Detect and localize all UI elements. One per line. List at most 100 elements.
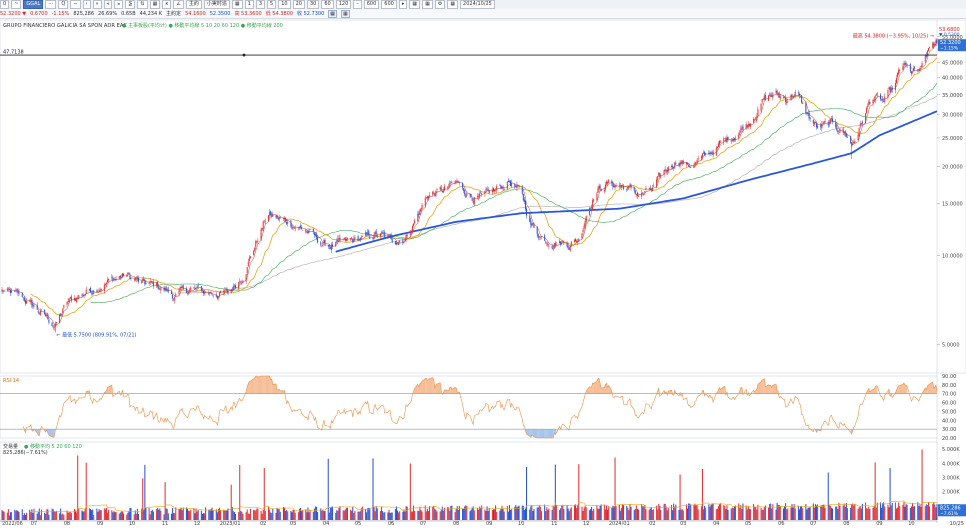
- candle-body: [873, 99, 875, 101]
- toolbar-button[interactable]: ▦: [409, 0, 421, 9]
- candle: [771, 92, 773, 97]
- date-tick-label: 06: [388, 521, 394, 527]
- volume-bar: [379, 511, 381, 520]
- candle-body: [876, 93, 878, 95]
- date-axis: 2022/06 07 08 09 10 11 12 2023/01 02 03 04 05 06 07 08…: [0, 520, 964, 527]
- quote-field[interactable]: ▦: [328, 9, 338, 18]
- toolbar-button[interactable]: ⋯: [45, 0, 57, 9]
- volume-bar: [760, 507, 762, 520]
- candle-body: [779, 96, 781, 99]
- candle-body: [582, 229, 584, 233]
- candle-body: [830, 118, 832, 119]
- toolbar-button[interactable]: 2024/10/25: [460, 0, 495, 9]
- volume-bar: [838, 502, 840, 520]
- toolbar-button[interactable]: 3: [255, 0, 266, 9]
- volume-bar: [641, 504, 643, 520]
- toolbar-button[interactable]: ⇅: [137, 0, 148, 9]
- toolbar-button[interactable]: к: [162, 0, 172, 9]
- toolbar-button[interactable]: ›: [82, 0, 91, 9]
- toolbar-button[interactable]: ~: [11, 0, 22, 9]
- candle-body: [570, 241, 572, 247]
- candle: [419, 208, 421, 215]
- volume-bar: [820, 505, 822, 520]
- volume-bar: [507, 511, 509, 520]
- rsi-overbought-fill: [86, 391, 90, 394]
- candle: [365, 230, 367, 237]
- volume-bar: [269, 509, 271, 520]
- volume-bar: [447, 507, 449, 520]
- toolbar-button[interactable]: 0: [0, 0, 10, 9]
- toolbar-button[interactable]: ∠: [173, 0, 184, 9]
- candle: [196, 285, 198, 292]
- volume-bar: [150, 510, 152, 520]
- candle: [253, 250, 255, 256]
- candle: [133, 278, 135, 283]
- candle: [186, 290, 189, 296]
- candle-body: [658, 173, 660, 176]
- toolbar-button[interactable]: ⪠: [125, 0, 136, 9]
- toolbar-button[interactable]: 主約: [185, 0, 202, 9]
- candle: [284, 215, 286, 223]
- volume-bar: [360, 508, 362, 520]
- volume-bar: [798, 509, 800, 520]
- toolbar-button[interactable]: Q: [58, 0, 69, 9]
- candle: [709, 150, 711, 156]
- candle-body: [618, 185, 620, 187]
- toolbar-button[interactable]: 60: [321, 0, 334, 9]
- candle-body: [727, 136, 729, 140]
- volume-bar: [197, 509, 199, 520]
- toolbar-button[interactable]: 30: [306, 0, 320, 9]
- candle: [157, 281, 159, 289]
- toolbar-button[interactable]: ▸: [398, 0, 408, 9]
- volume-bar: [145, 507, 147, 520]
- volume-bar: [678, 509, 680, 520]
- candle-body: [929, 47, 931, 48]
- candle: [302, 229, 304, 231]
- toolbar-button[interactable]: –: [353, 0, 362, 9]
- candle: [608, 178, 610, 183]
- candle: [469, 192, 471, 199]
- toolbar-button[interactable]: 5: [267, 0, 277, 9]
- toolbar-button[interactable]: ▦: [231, 0, 243, 9]
- volume-bar: [836, 506, 838, 520]
- rsi-overbought-fill: [436, 382, 441, 394]
- candle: [690, 166, 692, 169]
- toolbar-button[interactable]: ▦: [447, 0, 459, 9]
- candle: [137, 275, 139, 285]
- volume-bar: [709, 506, 711, 520]
- toolbar-button[interactable]: 20: [292, 0, 305, 9]
- toolbar-button[interactable]: 10: [278, 0, 291, 9]
- quote-field[interactable]: ▦: [341, 9, 350, 18]
- toolbar-button[interactable]: 600: [363, 0, 380, 9]
- toolbar-button[interactable]: 小実时追: [203, 0, 230, 9]
- toolbar-button[interactable]: ⚙: [434, 0, 446, 9]
- volume-bar: [299, 507, 302, 520]
- volume-tag-sub: −7.61%: [940, 511, 959, 517]
- toolbar-button[interactable]: »: [92, 0, 102, 9]
- candle-body: [506, 181, 508, 189]
- volume-bar: [761, 509, 763, 520]
- toolbar-button[interactable]: ▦: [149, 0, 161, 9]
- volume-bar: [186, 509, 189, 520]
- chart-area[interactable]: 55.000050.000045.000040.000035.000030.00…: [0, 18, 966, 531]
- toolbar-button[interactable]: 600: [381, 0, 397, 9]
- rsi-tick-label: 90.00: [942, 374, 956, 380]
- candle-body: [66, 301, 68, 305]
- volume-bar: [644, 505, 646, 520]
- toolbar-button[interactable]: 120: [335, 0, 352, 9]
- candle-body: [495, 188, 497, 190]
- volume-bar: [650, 507, 652, 520]
- toolbar-button[interactable]: 1: [244, 0, 254, 9]
- toolbar-button[interactable]: GGAL: [23, 0, 44, 9]
- toolbar-button[interactable]: ▦: [422, 0, 433, 9]
- candle-body: [823, 121, 825, 124]
- toolbar-button[interactable]: ⪫: [114, 0, 124, 9]
- candle-body: [224, 290, 226, 293]
- candle: [652, 183, 654, 188]
- toolbar-button[interactable]: ⫷: [103, 0, 113, 9]
- candle: [93, 289, 95, 295]
- toolbar-button[interactable]: −: [70, 0, 81, 9]
- volume-bar: [608, 506, 610, 520]
- candle-body: [709, 152, 711, 154]
- volume-bar: [793, 503, 795, 520]
